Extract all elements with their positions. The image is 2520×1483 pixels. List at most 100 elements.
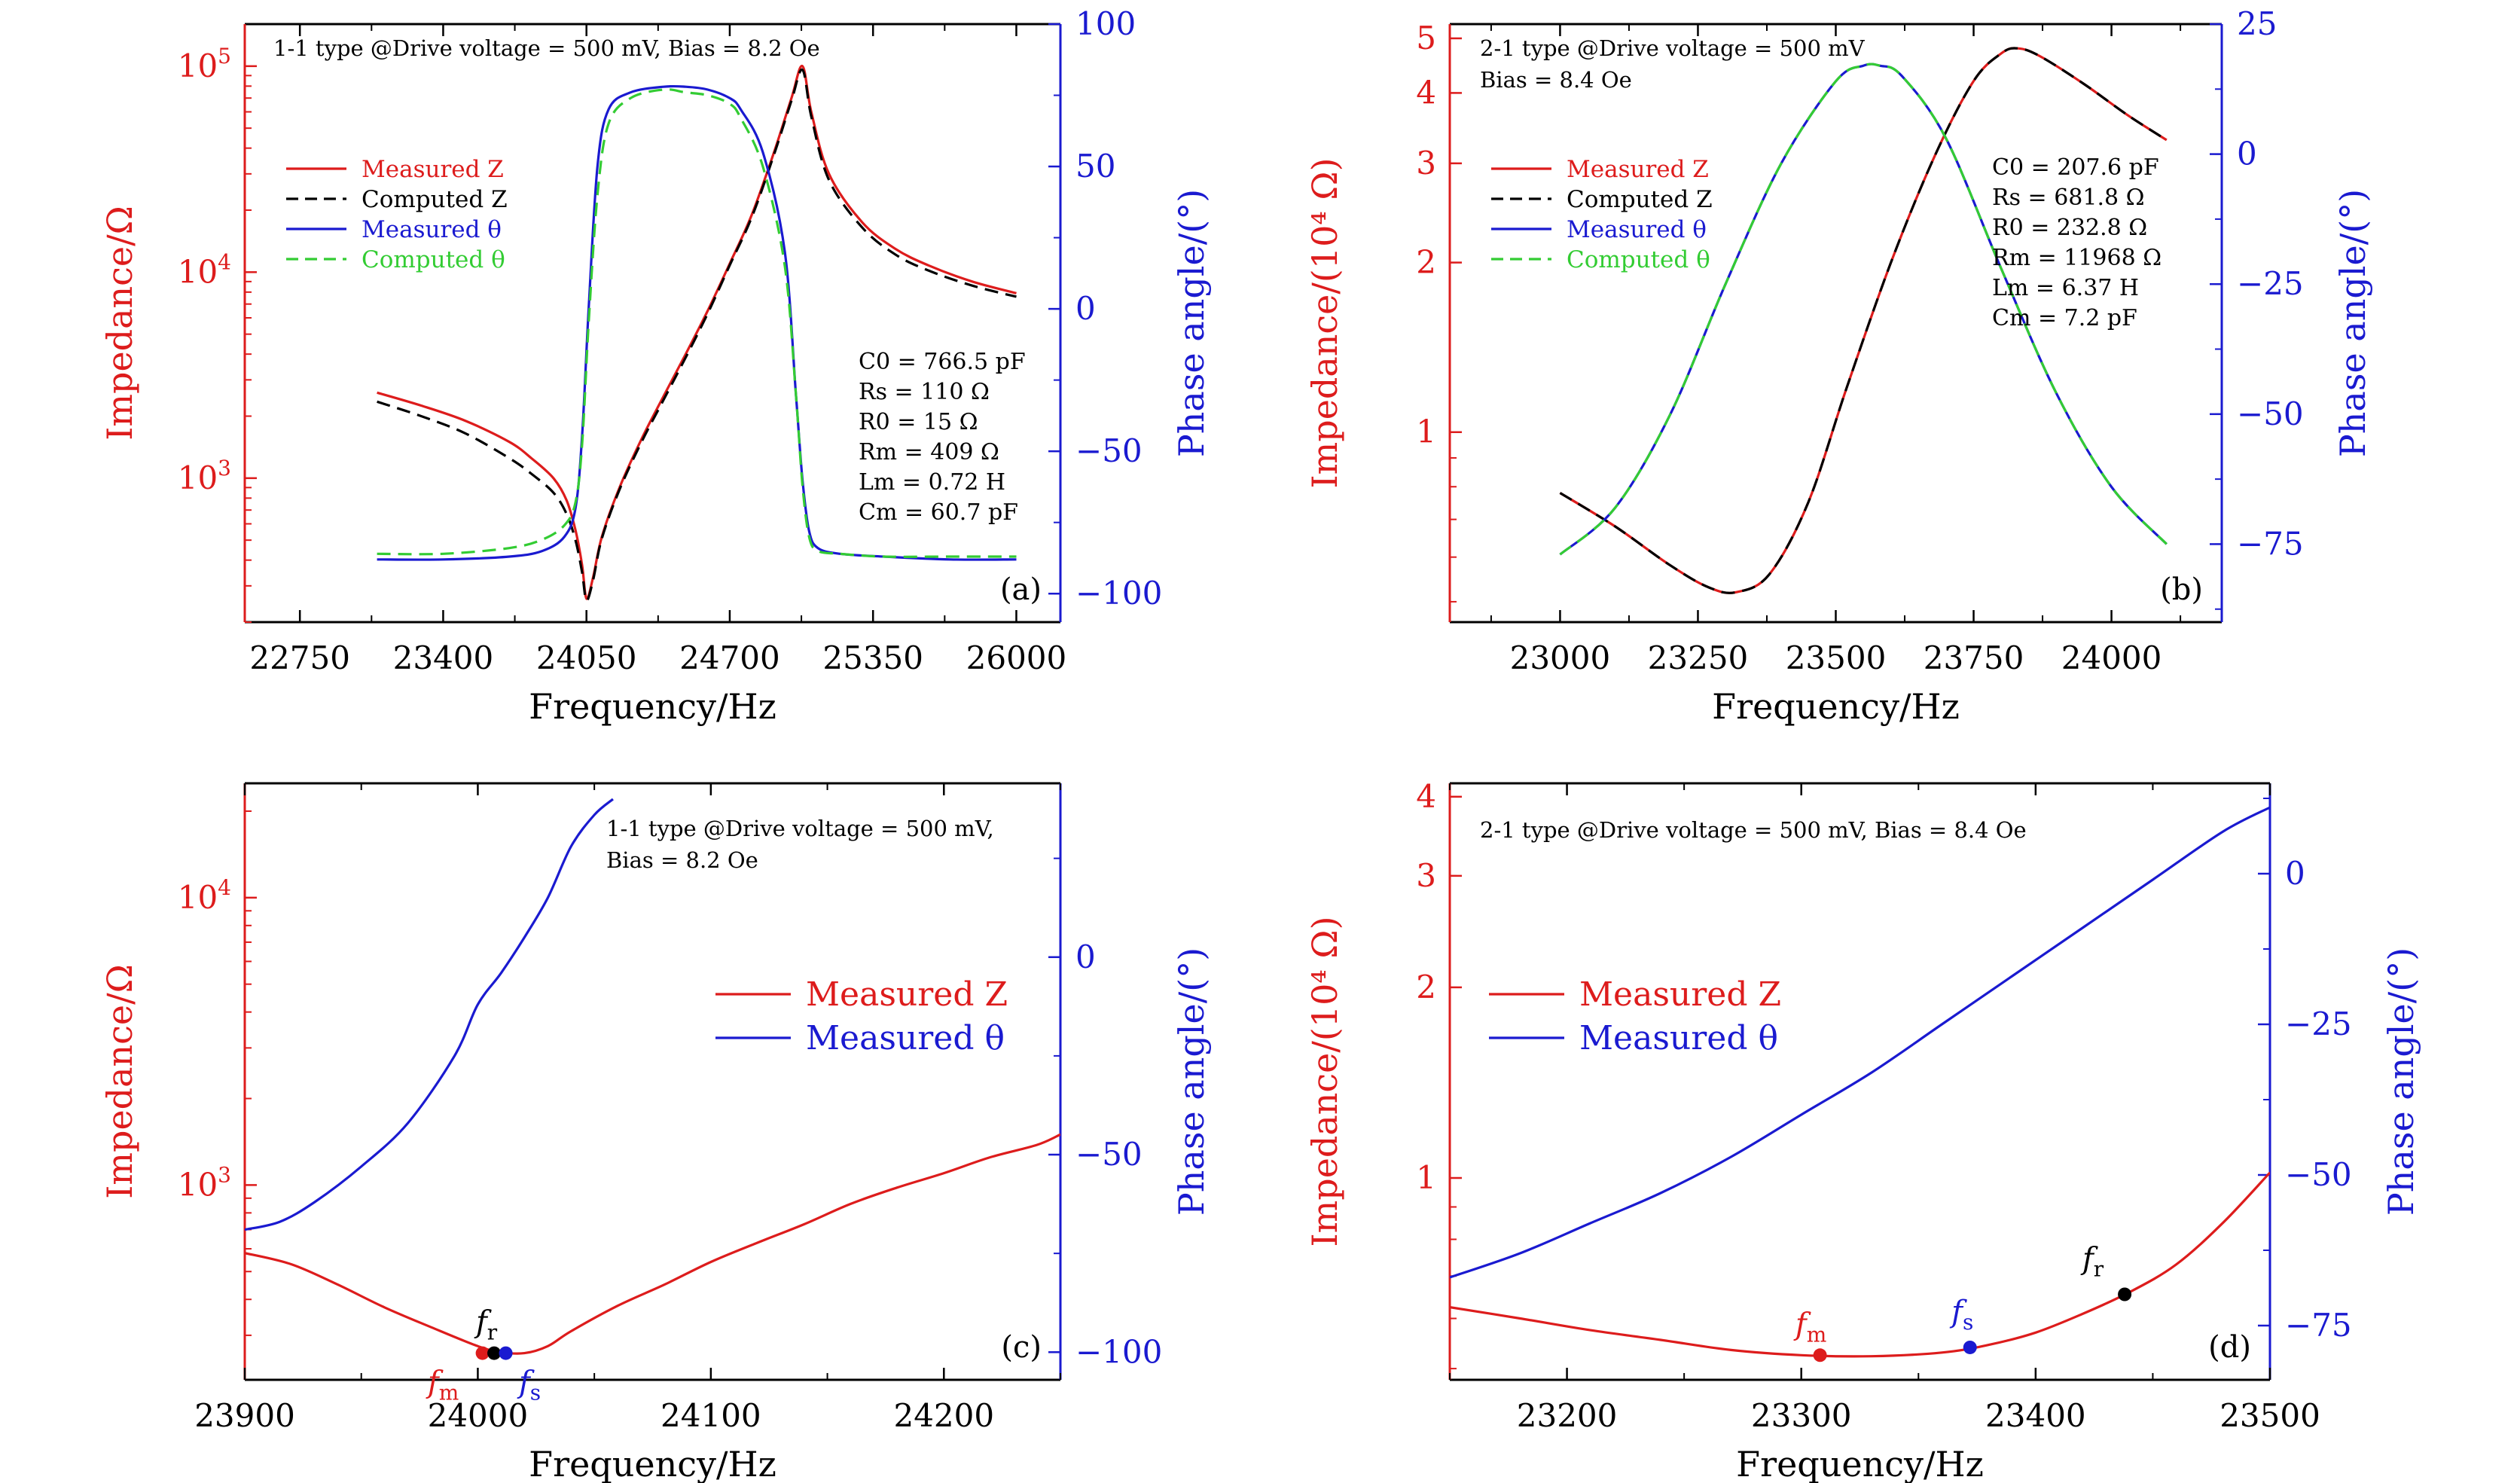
- y-tick-exp: 3: [218, 456, 231, 481]
- y2-tick-label: 0: [1075, 938, 1096, 975]
- marker-label-sub: r: [2094, 1256, 2104, 1281]
- series-line-measured-z: [1450, 1171, 2270, 1358]
- y2-axis-title: Phase angle/(°): [1171, 189, 1212, 457]
- x-tick-label: 24200: [893, 1397, 994, 1434]
- marker-fs: [499, 1346, 513, 1360]
- y2-tick-label: 0: [2285, 855, 2305, 892]
- series-line-measured-: [377, 84, 1017, 561]
- x-tick-label: 26000: [966, 639, 1067, 676]
- y2-tick-label: 0: [2237, 136, 2257, 172]
- panel-d: 23200 23300 23400 23500 1 2 3 4 0 −25 −50 −75 Freque…: [1304, 778, 2421, 1483]
- y2-tick-label: 50: [1075, 148, 1115, 185]
- fit-parameter: Lm = 0.72 H: [859, 469, 1005, 496]
- marker-fm: [475, 1346, 490, 1360]
- legend-entry-label: Computed θ: [362, 246, 505, 273]
- series-line-computed-: [1559, 63, 2168, 556]
- x-axis-title: Frequency/Hz: [529, 686, 776, 727]
- annotation-line: 1-1 type @Drive voltage = 500 mV, Bias =…: [273, 35, 820, 61]
- y-tick-label: 104: [178, 875, 231, 916]
- x-tick-label: 23500: [1786, 639, 1887, 676]
- y2-axis-title: Phase angle/(°): [2332, 189, 2373, 457]
- x-tick-label: 25350: [822, 639, 923, 676]
- marker-fr: [487, 1346, 502, 1360]
- y-tick-label: 3: [1416, 145, 1436, 182]
- y2-tick-label: 0: [1075, 290, 1096, 327]
- y-tick-exp: 4: [218, 249, 231, 274]
- x-tick-label: 23250: [1648, 639, 1749, 676]
- plot-area: [1450, 806, 2270, 1362]
- y2-tick-label: 25: [2237, 5, 2277, 42]
- x-tick-label: 24000: [2061, 639, 2162, 676]
- fit-parameter: C0 = 766.5 pF: [859, 349, 1026, 375]
- y2-tick-label: −75: [2237, 525, 2304, 562]
- fit-parameter: Rm = 11968 Ω: [1992, 245, 2162, 271]
- series-line-measured-z: [245, 1133, 1060, 1355]
- y-tick-label: 103: [178, 1162, 231, 1203]
- x-axis-title: Frequency/Hz: [529, 1444, 776, 1483]
- marker-fr: [2118, 1287, 2132, 1301]
- legend-entry-label: Measured Z: [806, 975, 1008, 1014]
- x-tick-label: 24050: [536, 639, 637, 676]
- marker-label: fs: [517, 1366, 541, 1405]
- legend-entry-label: Measured θ: [1579, 1019, 1778, 1057]
- y-tick-base: 10: [178, 1166, 218, 1203]
- legend-entry-label: Measured Z: [362, 156, 504, 183]
- x-tick-label: 23500: [2219, 1397, 2320, 1434]
- x-tick-label: 23200: [1517, 1397, 1618, 1434]
- y2-tick-label: −25: [2237, 265, 2304, 302]
- y2-tick-label: −50: [2285, 1156, 2352, 1193]
- panel-label: (a): [1000, 572, 1042, 607]
- x-tick-label: 22750: [249, 639, 350, 676]
- y-axis-title: Impedance/Ω: [99, 964, 140, 1199]
- annotation-line: Bias = 8.4 Oe: [1480, 67, 1632, 93]
- fit-parameter: Cm = 7.2 pF: [1992, 305, 2137, 331]
- y-tick-label: 2: [1416, 969, 1436, 1005]
- y-tick-base: 10: [178, 47, 218, 84]
- fit-parameter: C0 = 207.6 pF: [1992, 154, 2159, 181]
- y-tick-label: 3: [1416, 857, 1436, 894]
- x-axis-title: Frequency/Hz: [1712, 686, 1960, 727]
- y2-tick-label: −25: [2285, 1005, 2352, 1042]
- marker-label-sub: r: [487, 1320, 498, 1345]
- panel-label: (b): [2160, 572, 2203, 607]
- panel-c: 23900 24000 24100 242001031040−50−100Freque…: [99, 782, 1212, 1483]
- marker-label: fr: [474, 1305, 498, 1345]
- y-tick-label: 4: [1416, 778, 1436, 815]
- plot-area: [245, 798, 1060, 1360]
- series-line-measured-: [1450, 806, 2270, 1279]
- y-tick-label: 2: [1416, 244, 1436, 281]
- fit-parameter: R0 = 232.8 Ω: [1992, 215, 2147, 241]
- y-tick-label: 1: [1416, 413, 1436, 450]
- plot-area: [377, 65, 1017, 602]
- marker-label: fs: [1949, 1295, 1973, 1335]
- y-tick-label: 103: [178, 456, 231, 496]
- legend-entry-label: Computed Z: [1567, 186, 1713, 213]
- x-tick-label: 23400: [1985, 1397, 2086, 1434]
- panel-b: 23000 23250 23500 23750 24000 1 2 3 4 5 25 0 −25 −50 −…: [1304, 5, 2373, 727]
- annotation-line: 2-1 type @Drive voltage = 500 mV, Bias =…: [1480, 817, 2027, 843]
- legend-entry-label: Measured θ: [806, 1019, 1005, 1057]
- y2-tick-label: −50: [1075, 1136, 1143, 1173]
- marker-fm: [1813, 1348, 1827, 1362]
- fit-parameter: Rs = 681.8 Ω: [1992, 185, 2145, 211]
- series-line-computed-z: [1559, 47, 2168, 594]
- legend-entry-label: Measured Z: [1567, 156, 1709, 183]
- y2-axis-title: Phase angle/(°): [2381, 947, 2421, 1216]
- x-tick-label: 23400: [393, 639, 494, 676]
- fit-parameter: Rm = 409 Ω: [859, 439, 999, 465]
- panel-label: (c): [1001, 1330, 1042, 1365]
- marker-label-sub: s: [1963, 1310, 1973, 1335]
- y-tick-label: 1: [1416, 1159, 1436, 1196]
- fit-parameter: R0 = 15 Ω: [859, 409, 978, 435]
- marker-label-sub: m: [1807, 1322, 1827, 1347]
- y-tick-label: 105: [178, 44, 231, 84]
- panel-label: (d): [2208, 1330, 2251, 1365]
- marker-label-sub: m: [439, 1381, 459, 1405]
- y2-tick-label: −100: [1075, 1333, 1162, 1370]
- y-axis-title: Impedance/(10⁴ Ω): [1304, 157, 1345, 488]
- legend-entry-label: Measured θ: [362, 216, 502, 243]
- x-tick-label: 23300: [1751, 1397, 1852, 1434]
- fit-parameter: Cm = 60.7 pF: [859, 499, 1018, 526]
- y-tick-label: 104: [178, 249, 231, 290]
